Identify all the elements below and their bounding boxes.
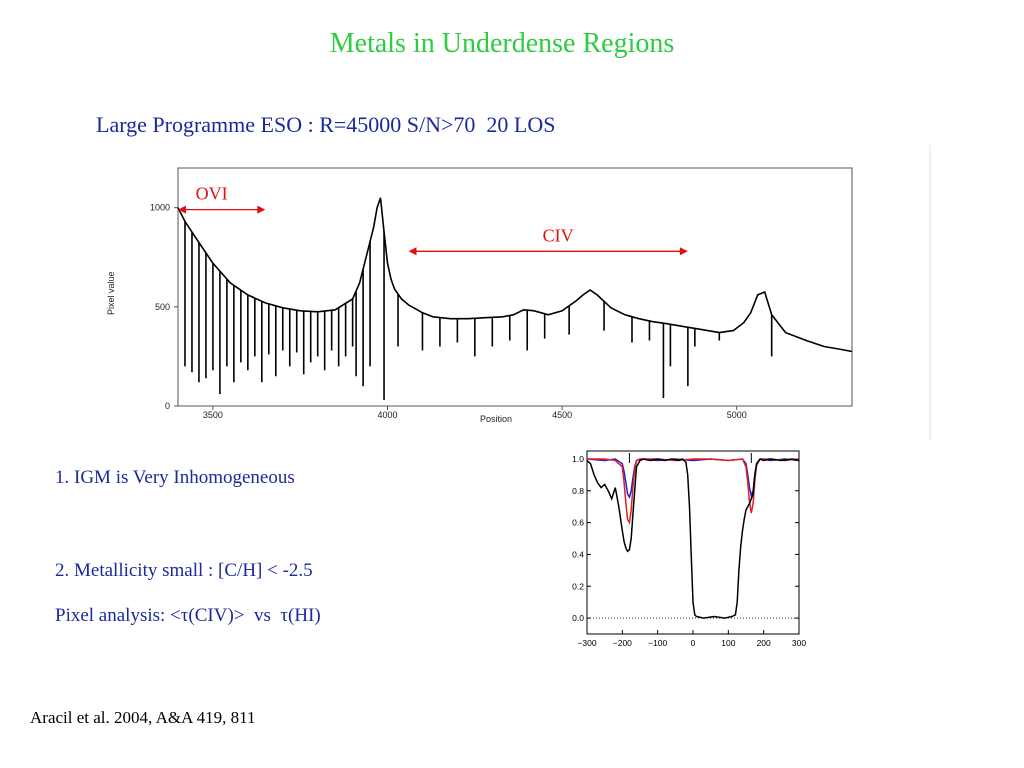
bullet-metallicity: 2. Metallicity small : [C/H] < -2.5 xyxy=(55,560,313,581)
slide-subtitle: Large Programme ESO : R=45000 S/N>70 20 … xyxy=(96,112,556,137)
profile-y-tick-label: 0.0 xyxy=(572,613,584,623)
profile-chart: 0.0 0.2 0.4 0.6 0.8 1.0 −300 −200 −100 0 100 200 30… xyxy=(572,450,806,648)
civ-label: CIV xyxy=(543,225,574,245)
profile-y-tick-label: 0.4 xyxy=(572,549,584,559)
spectrum-y-tick-label: 1000 xyxy=(150,203,170,213)
profile-x-tick-label: −100 xyxy=(648,638,667,648)
ovi-arrow-right-head xyxy=(257,205,266,214)
profile-x-tick-label: 0 xyxy=(691,638,696,648)
spectrum-x-tick-label: 4500 xyxy=(552,410,572,420)
spectrum-x-axis-label: Position xyxy=(480,414,512,424)
spectrum-x-tick-label: 3500 xyxy=(203,410,223,420)
ovi-label: OVI xyxy=(196,184,228,204)
profile-x-tick-label: 100 xyxy=(721,638,735,648)
ovi-arrow-left-head xyxy=(178,205,186,214)
profile-y-tick-label: 1.0 xyxy=(572,454,584,464)
slide-title: Metals in Underdense Regions xyxy=(329,28,675,59)
profile-x-tick-label: 300 xyxy=(792,638,806,648)
spectrum-continuum-line xyxy=(177,197,853,353)
spectrum-x-tick-label: 4000 xyxy=(378,410,398,420)
profile-x-tick-label: −300 xyxy=(577,638,596,648)
bullet-pixel-analysis: Pixel analysis: <τ(CIV)> vs τ(HI) xyxy=(55,605,321,626)
spectrum-plot-frame xyxy=(177,167,853,407)
profile-x-tick-label: 200 xyxy=(757,638,771,648)
profile-y-tick-label: 0.6 xyxy=(572,518,584,528)
civ-arrow-right-head xyxy=(679,247,688,256)
profile-y-tick-label: 0.8 xyxy=(572,486,584,496)
spectrum-x-tick-label: 5000 xyxy=(727,410,747,420)
spectrum-y-axis-label: Pixel value xyxy=(106,271,116,315)
civ-arrow-left-head xyxy=(408,247,417,256)
bullet-inhomogeneous: 1. IGM is Very Inhomogeneous xyxy=(55,467,295,488)
spectrum-y-tick-label: 500 xyxy=(155,302,170,312)
profile-x-tick-label: −200 xyxy=(613,638,632,648)
spectrum-chart: 0 500 1000 3500 4000 4500 5000 Pixel value Po… xyxy=(106,145,931,440)
spectrum-y-tick-label: 0 xyxy=(165,401,170,411)
profile-y-tick-label: 0.2 xyxy=(572,581,584,591)
citation: Aracil et al. 2004, A&A 419, 811 xyxy=(30,708,256,727)
profile-series-black xyxy=(586,458,800,619)
profile-series-red xyxy=(587,458,800,525)
